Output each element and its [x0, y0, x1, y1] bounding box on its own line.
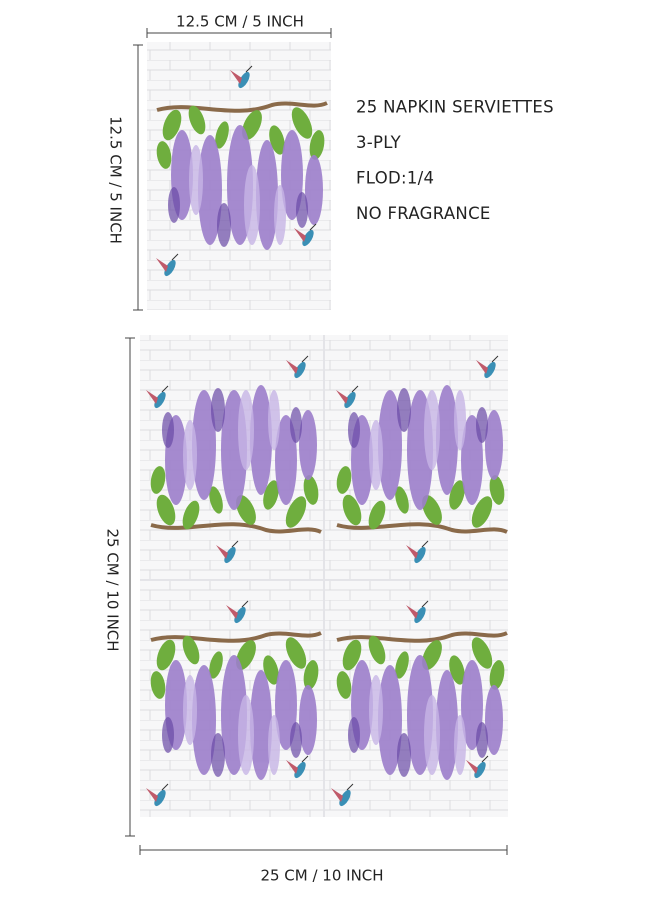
spec-item: NO FRAGRANCE: [356, 204, 491, 223]
large-napkin: [140, 335, 509, 817]
spec-item: 3-PLY: [356, 133, 402, 152]
small-height-label: 12.5 CM / 5 INCH: [107, 116, 125, 244]
spec-list: 25 NAPKIN SERVIETTES 3-PLY FLOD:1/4 NO FRAG…: [356, 98, 554, 224]
spec-item: FLOD:1/4: [356, 169, 434, 188]
small-width-label: 12.5 CM / 5 INCH: [176, 13, 304, 31]
spec-item: 25 NAPKIN SERVIETTES: [356, 98, 554, 117]
small-napkin: [147, 42, 331, 310]
dimension-lines: [125, 28, 508, 855]
large-height-label: 25 CM / 10 INCH: [104, 528, 122, 651]
large-width-label: 25 CM / 10 INCH: [260, 867, 383, 885]
